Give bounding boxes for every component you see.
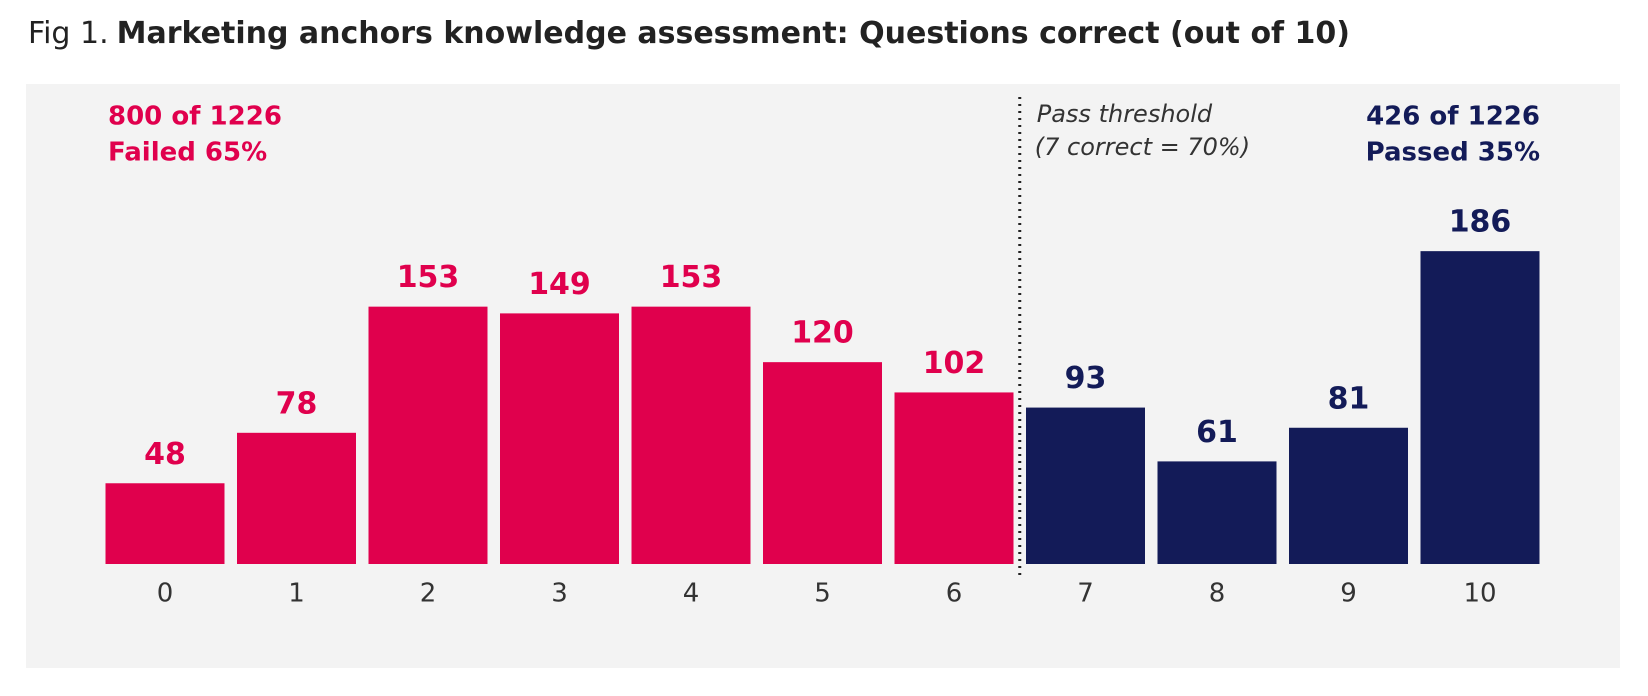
value-label: 48 bbox=[144, 437, 186, 472]
x-tick-label: 5 bbox=[814, 579, 831, 609]
x-tick-label: 8 bbox=[1209, 579, 1226, 609]
x-tick-label: 4 bbox=[683, 579, 700, 609]
x-tick-label: 9 bbox=[1340, 579, 1357, 609]
x-tick-label: 2 bbox=[420, 579, 437, 609]
chart-title: Marketing anchors knowledge assessment: … bbox=[117, 16, 1350, 51]
figure-label: Fig 1. bbox=[28, 16, 109, 51]
bar bbox=[368, 306, 488, 564]
x-tick-label: 7 bbox=[1077, 579, 1094, 609]
value-label: 93 bbox=[1065, 361, 1107, 396]
value-label: 149 bbox=[528, 267, 591, 302]
bar bbox=[237, 432, 356, 564]
bar bbox=[763, 362, 882, 564]
value-label: 120 bbox=[791, 316, 854, 351]
value-label: 153 bbox=[660, 260, 723, 295]
x-tick-label: 0 bbox=[157, 579, 174, 609]
value-label: 186 bbox=[1449, 205, 1512, 240]
bar bbox=[1420, 251, 1540, 564]
value-label: 81 bbox=[1328, 381, 1370, 416]
failed-annotation: Failed 65% bbox=[108, 138, 267, 168]
bar bbox=[1026, 407, 1145, 564]
passed-annotation: 426 of 1226 bbox=[1366, 102, 1540, 132]
failed-annotation: 800 of 1226 bbox=[108, 102, 282, 132]
title-line: Fig 1. Marketing anchors knowledge assess… bbox=[28, 16, 1350, 51]
x-tick-label: 10 bbox=[1463, 579, 1496, 609]
bar bbox=[105, 483, 225, 564]
bar bbox=[1289, 427, 1408, 564]
threshold-note: (7 correct = 70%) bbox=[1035, 133, 1250, 161]
x-tick-label: 6 bbox=[946, 579, 963, 609]
passed-annotation: Passed 35% bbox=[1366, 138, 1540, 168]
value-label: 102 bbox=[923, 346, 986, 381]
x-tick-label: 1 bbox=[288, 579, 305, 609]
value-label: 153 bbox=[397, 260, 460, 295]
bar bbox=[1157, 461, 1277, 564]
bar bbox=[500, 313, 619, 564]
bar bbox=[894, 392, 1014, 564]
threshold-label: Pass threshold bbox=[1037, 100, 1213, 128]
value-label: 61 bbox=[1196, 415, 1238, 450]
value-label: 78 bbox=[276, 386, 318, 421]
bar bbox=[631, 306, 751, 564]
x-tick-label: 3 bbox=[551, 579, 568, 609]
